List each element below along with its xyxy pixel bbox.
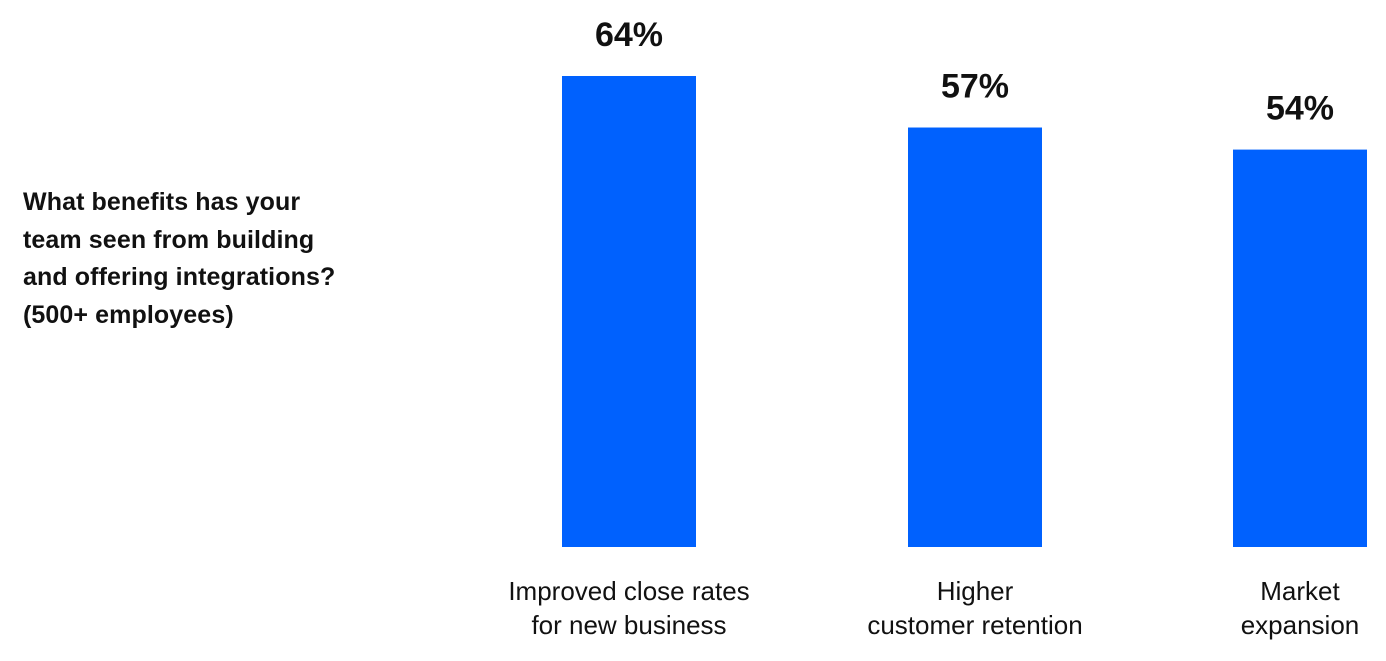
chart-question: What benefits has your team seen from bu… bbox=[23, 184, 403, 334]
bar bbox=[562, 76, 696, 547]
bar-value-label: 64% bbox=[595, 16, 663, 54]
question-line: and offering integrations? bbox=[23, 263, 336, 291]
category-label: Improved close rates bbox=[508, 576, 749, 606]
category-label: Market bbox=[1260, 576, 1340, 606]
bar bbox=[1233, 149, 1367, 547]
category-label: expansion bbox=[1241, 610, 1360, 640]
question-line: team seen from building bbox=[23, 225, 315, 254]
category-label: Higher bbox=[937, 576, 1014, 606]
question-line: What benefits has your bbox=[23, 188, 301, 216]
category-label: for new business bbox=[531, 610, 726, 640]
category-label: customer retention bbox=[867, 610, 1082, 640]
bar bbox=[908, 127, 1042, 547]
bar-value-label: 54% bbox=[1266, 90, 1334, 128]
bar-value-label: 57% bbox=[941, 68, 1009, 106]
question-line: (500+ employees) bbox=[23, 300, 234, 329]
